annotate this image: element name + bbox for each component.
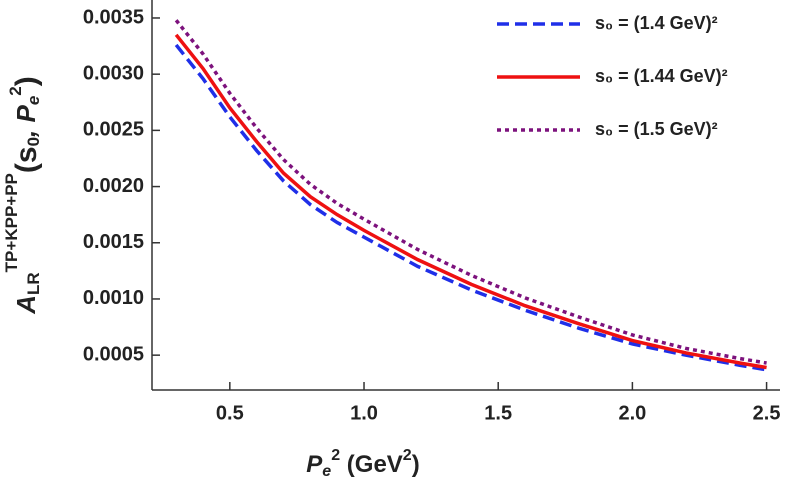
x-label-part: ) (412, 451, 420, 478)
x-tick-label: 1.5 (484, 402, 512, 424)
y-label-part: e (24, 96, 43, 105)
x-tick-label: 2.0 (618, 402, 646, 424)
y-label-part: 0 (24, 137, 43, 146)
y-tick-label: 0.0015 (83, 231, 144, 253)
x-tick-label: 2.5 (753, 402, 781, 424)
y-label-part: 2 (6, 86, 25, 95)
y-label-part: ) (10, 76, 43, 86)
y-tick-label: 0.0010 (83, 287, 144, 309)
y-axis-label: ALRTP+KPP+PP(s0, Pe2) (2, 76, 43, 315)
x-tick-label: 0.5 (216, 402, 244, 424)
x-label-part: e (322, 463, 331, 480)
x-label-part: 2 (403, 447, 412, 464)
x-tick-label: 1.0 (350, 402, 378, 424)
y-tick-label: 0.0025 (83, 119, 144, 141)
y-label-part: , P (11, 105, 41, 138)
series-line (174, 19, 767, 365)
y-tick-label: 0.0020 (83, 175, 144, 197)
series-line (174, 33, 767, 370)
x-label-part: P (306, 451, 323, 478)
legend-label: s₀ = (1.5 GeV)² (595, 119, 718, 139)
y-tick-label: 0.0035 (83, 6, 144, 28)
y-tick-label: 0.0005 (83, 343, 144, 365)
legend-label: s₀ = (1.44 GeV)² (595, 66, 728, 86)
series-line (174, 43, 767, 372)
x-label-part: 2 (331, 447, 340, 464)
y-label-part: A (11, 295, 41, 315)
y-tick-label: 0.0030 (83, 62, 144, 84)
x-axis-label: Pe2 (GeV2) (306, 447, 419, 480)
x-label-part: (GeV (340, 451, 403, 478)
y-label-part: LR (24, 272, 43, 295)
y-label-part: TP+KPP+PP (2, 173, 21, 272)
legend-label: s₀ = (1.4 GeV)² (595, 13, 718, 33)
y-label-part: (s (10, 146, 43, 173)
